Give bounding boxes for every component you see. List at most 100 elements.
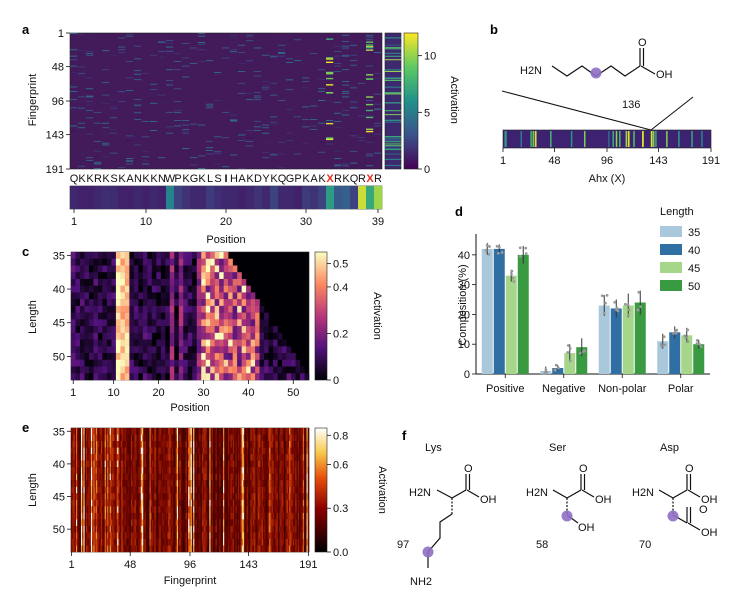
heatmap-cell bbox=[179, 441, 181, 448]
heatmap-cell bbox=[295, 493, 297, 500]
heatmap-cell bbox=[134, 473, 136, 481]
heatmap-cell bbox=[169, 499, 171, 507]
heatmap-cell bbox=[139, 460, 141, 468]
heatmap-cell bbox=[205, 299, 211, 307]
heatmap-cell bbox=[71, 512, 73, 520]
heatmap-cell bbox=[161, 532, 164, 540]
heatmap-cell bbox=[219, 480, 221, 487]
panel-a-xlabel: Position bbox=[206, 234, 245, 246]
data-point bbox=[627, 308, 631, 312]
heatmap-cell bbox=[235, 506, 237, 513]
heatmap-cell bbox=[252, 434, 255, 442]
heatmap-cell bbox=[302, 525, 305, 533]
heatmap-cell bbox=[219, 493, 221, 500]
colorbar-tick-label: 0.4 bbox=[333, 282, 348, 294]
heatmap-cell bbox=[124, 305, 130, 313]
heatmap-cell bbox=[280, 506, 282, 513]
heatmap-cell bbox=[170, 441, 173, 448]
heatmap-cell bbox=[120, 366, 126, 374]
heatmap-cell bbox=[295, 447, 297, 455]
heatmap-cell bbox=[251, 460, 254, 468]
heatmap-cell bbox=[99, 454, 102, 461]
heatmap-cell bbox=[155, 454, 158, 461]
heatmap-cell bbox=[242, 525, 245, 533]
heatmap-cell bbox=[168, 519, 170, 527]
data-point bbox=[695, 339, 699, 342]
heatmap-cell bbox=[158, 538, 160, 546]
heatmap-cell bbox=[210, 460, 212, 468]
heatmap-cell bbox=[210, 428, 212, 435]
heatmap-cell bbox=[168, 486, 170, 494]
heatmap-cell bbox=[195, 486, 198, 494]
heatmap-cell bbox=[94, 162, 102, 164]
heatmap-cell bbox=[139, 519, 141, 527]
heatmap-cell bbox=[209, 532, 211, 540]
heatmap-cell bbox=[84, 312, 90, 320]
heatmap-cell bbox=[127, 441, 129, 448]
heatmap-cell bbox=[304, 480, 306, 487]
heatmap-cell bbox=[137, 499, 139, 507]
heatmap-cell bbox=[280, 525, 282, 533]
heatmap-cell bbox=[302, 506, 305, 513]
heatmap-cell bbox=[195, 493, 198, 500]
heatmap-cell bbox=[209, 506, 211, 513]
heatmap-cell bbox=[125, 532, 128, 540]
heatmap-cell bbox=[180, 434, 183, 442]
heatmap-cell bbox=[174, 69, 182, 71]
heatmap-cell bbox=[89, 538, 92, 546]
heatmap-cell bbox=[82, 441, 84, 448]
heatmap-cell bbox=[175, 467, 178, 474]
heatmap-cell bbox=[301, 428, 303, 435]
heatmap-cell bbox=[133, 460, 135, 468]
heatmap-cell bbox=[204, 428, 206, 435]
heatmap-cell bbox=[296, 512, 298, 520]
heatmap-cell bbox=[138, 272, 144, 280]
heatmap-cell bbox=[265, 441, 267, 448]
side-strip-cell bbox=[385, 138, 401, 140]
heatmap-cell bbox=[120, 265, 126, 273]
heatmap-cell bbox=[155, 532, 158, 540]
heatmap-cell bbox=[241, 473, 244, 481]
heatmap-cell bbox=[194, 506, 196, 513]
heatmap-cell bbox=[187, 272, 193, 280]
heatmap-cell bbox=[285, 532, 287, 540]
heatmap-cell bbox=[70, 38, 78, 40]
heatmap-cell bbox=[118, 512, 120, 520]
heatmap-cell bbox=[138, 285, 144, 293]
heatmap-cell bbox=[246, 519, 249, 527]
heatmap-cell bbox=[105, 467, 108, 474]
heatmap-cell bbox=[92, 434, 94, 442]
heatmap-cell-high bbox=[366, 109, 374, 112]
heatmap-cell bbox=[210, 366, 215, 374]
heatmap-cell bbox=[129, 467, 131, 474]
heatmap-cell bbox=[184, 525, 186, 533]
heatmap-cell bbox=[154, 434, 156, 442]
heatmap-cell bbox=[193, 447, 195, 455]
heatmap-cell bbox=[241, 460, 244, 468]
heatmap-cell bbox=[151, 366, 157, 374]
heatmap-cell bbox=[279, 467, 281, 474]
heatmap-cell bbox=[282, 353, 287, 360]
heatmap-cell bbox=[160, 519, 163, 527]
heatmap-cell bbox=[206, 447, 209, 455]
heatmap-cell bbox=[108, 460, 110, 468]
heatmap-cell bbox=[231, 473, 234, 481]
heatmap-cell bbox=[103, 525, 105, 533]
heatmap-cell bbox=[215, 493, 217, 500]
heatmap-cell bbox=[282, 519, 285, 527]
heatmap-cell bbox=[194, 493, 196, 500]
heatmap-cell bbox=[282, 346, 287, 354]
heatmap-cell bbox=[228, 305, 233, 313]
heatmap-cell bbox=[90, 434, 93, 442]
heatmap-cell bbox=[127, 519, 129, 527]
heatmap-cell bbox=[274, 473, 276, 481]
bar bbox=[517, 254, 529, 374]
heatmap-cell bbox=[218, 486, 220, 494]
heatmap-cell bbox=[209, 480, 211, 487]
heatmap-cell bbox=[238, 71, 246, 72]
heatmap-cell bbox=[277, 434, 280, 442]
heatmap-cell bbox=[292, 447, 295, 455]
heatmap-cell bbox=[223, 373, 229, 381]
heatmap-cell bbox=[174, 125, 182, 127]
side-strip-cell bbox=[385, 47, 401, 49]
